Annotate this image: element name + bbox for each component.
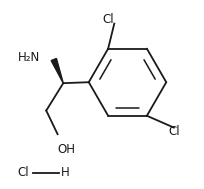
Text: OH: OH	[57, 143, 75, 156]
Polygon shape	[51, 58, 63, 83]
Text: Cl: Cl	[168, 125, 180, 138]
Text: Cl: Cl	[103, 13, 114, 26]
Text: H: H	[61, 167, 70, 179]
Text: H₂N: H₂N	[18, 51, 41, 64]
Text: Cl: Cl	[18, 167, 29, 179]
